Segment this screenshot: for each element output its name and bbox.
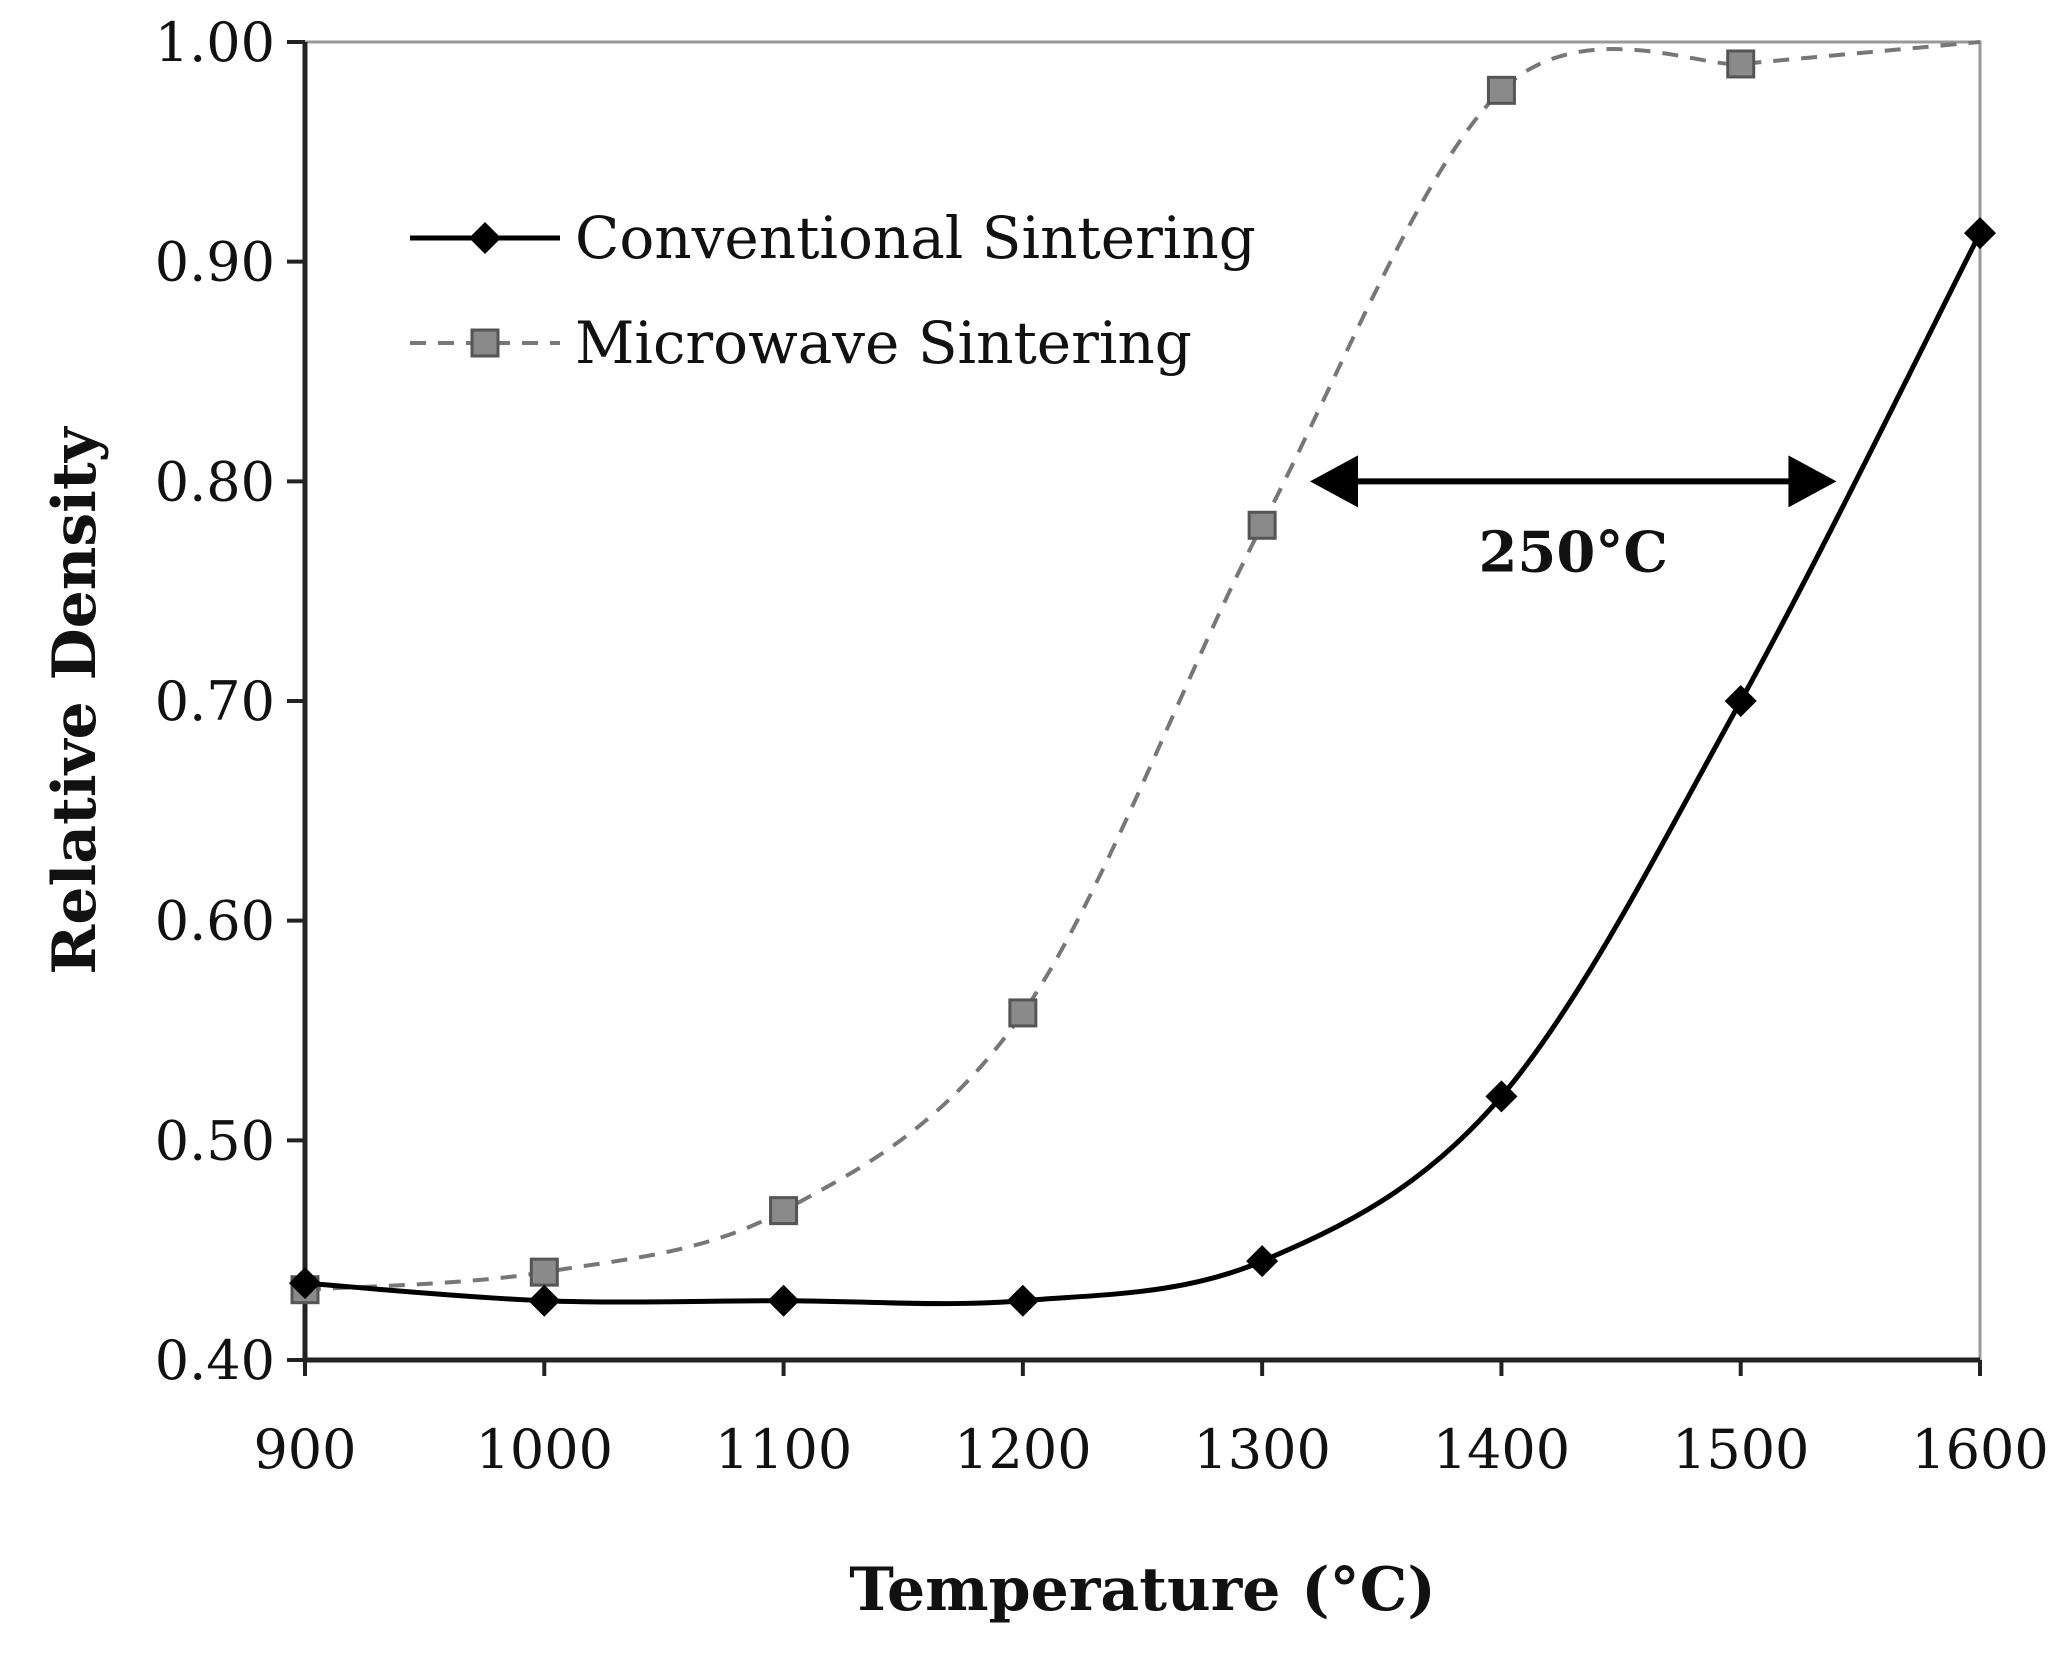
y-tick-label: 0.90 xyxy=(155,231,275,294)
y-tick-label: 0.50 xyxy=(155,1109,275,1172)
x-tick-label: 1100 xyxy=(715,1418,852,1481)
y-tick-label: 0.40 xyxy=(155,1329,275,1392)
data-point xyxy=(767,1284,800,1317)
data-point xyxy=(1247,510,1277,540)
y-tick-label: 0.60 xyxy=(155,890,275,953)
x-tick-label: 1500 xyxy=(1672,1418,1809,1481)
series-line-conventional xyxy=(304,231,1983,1307)
annotation-arrow-head-right xyxy=(1788,455,1837,508)
annotation: 250°C xyxy=(1310,455,1837,585)
y-axis-title: Relative Density xyxy=(40,425,110,974)
series-conventional xyxy=(289,217,1996,1317)
legend-label-conventional: Conventional Sintering xyxy=(575,204,1256,272)
legend-label-microwave: Microwave Sintering xyxy=(575,309,1192,377)
x-tick-label: 1600 xyxy=(1911,1418,2048,1481)
data-point xyxy=(528,1284,561,1317)
x-tick-label: 1300 xyxy=(1193,1418,1330,1481)
data-point xyxy=(1726,49,1756,79)
data-point xyxy=(1486,75,1516,105)
data-point xyxy=(1964,217,1996,250)
data-point xyxy=(1006,1284,1039,1317)
annotation-label: 250°C xyxy=(1478,519,1667,585)
legend: Conventional Sintering Microwave Sinteri… xyxy=(410,204,1256,377)
data-point xyxy=(1724,685,1757,717)
series-microwave xyxy=(290,40,1981,1305)
x-axis-title: Temperature (°C) xyxy=(849,1555,1436,1625)
legend-marker-conventional xyxy=(469,222,501,254)
series-layer xyxy=(289,40,1996,1317)
series-line-microwave xyxy=(304,40,1981,1292)
x-tick-label: 900 xyxy=(253,1418,356,1481)
data-point xyxy=(1485,1080,1518,1113)
y-tick-label: 1.00 xyxy=(155,11,275,74)
data-point xyxy=(289,1267,321,1300)
y-ticks: 0.40 0.50 0.60 0.70 0.80 0.90 1.00 xyxy=(155,11,305,1392)
x-tick-label: 1200 xyxy=(954,1418,1091,1481)
data-point xyxy=(529,1257,559,1287)
x-tick-label: 1400 xyxy=(1433,1418,1570,1481)
data-point xyxy=(769,1196,799,1226)
data-point xyxy=(1008,998,1038,1028)
y-tick-label: 0.80 xyxy=(155,450,275,513)
x-ticks: 900 1000 1100 1200 1300 1400 1500 1600 xyxy=(253,1360,2049,1481)
x-tick-label: 1000 xyxy=(476,1418,613,1481)
data-point xyxy=(1246,1245,1279,1278)
legend-marker-microwave xyxy=(470,328,500,358)
y-tick-label: 0.70 xyxy=(155,670,275,733)
annotation-arrow-head-left xyxy=(1310,455,1358,508)
